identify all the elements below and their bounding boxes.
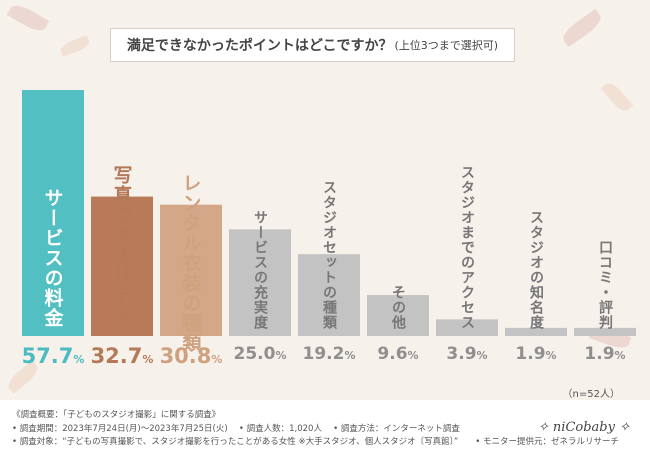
footer-line-3: • 調査対象：“子どもの写真撮影で、スタジオ撮影を行ったことがある女性 ※大手ス… xyxy=(12,437,619,447)
sample-size-note: （n=52人） xyxy=(562,389,620,400)
value-label-2: 32.7% xyxy=(90,344,154,368)
bar-8 xyxy=(505,327,567,336)
title-sub: (上位3つまで選択可) xyxy=(394,39,499,52)
chart-title: 満足できなかったポイントはどこですか？ (上位3つまで選択可) xyxy=(110,28,515,62)
value-label-7: 3.9% xyxy=(446,344,488,364)
bar-2 xyxy=(91,196,153,336)
category-label-8: スタジオの知名度 xyxy=(528,210,544,330)
category-label-7: スタジオまでのアクセス xyxy=(459,165,475,330)
footer-line-1: 《調査概要：「子どものスタジオ撮影」に関する調査》 xyxy=(12,410,221,420)
brand-logo: ✧ niCobaby ✧ xyxy=(537,420,630,435)
survey-footer: 《調査概要：「子どものスタジオ撮影」に関する調査》 • 調査期間：2023年7月… xyxy=(0,400,650,450)
footer-line-2: • 調査期間：2023年7月24日(月)～2023年7月25日(火) • 調査人… xyxy=(12,424,460,434)
category-label-1: サービスの料金 xyxy=(41,188,64,328)
bar-4 xyxy=(229,229,291,336)
category-label-3: レンタル衣装の種類 xyxy=(179,172,202,353)
bar-3 xyxy=(160,204,222,336)
value-label-8: 1.9% xyxy=(515,344,557,364)
bar-1 xyxy=(22,90,84,336)
brand-name: niCobaby xyxy=(552,420,615,435)
value-label-9: 1.9% xyxy=(584,344,626,364)
value-label-3: 30.8% xyxy=(159,344,223,368)
bar-6 xyxy=(367,295,429,336)
title-main: 満足できなかったポイントはどこですか？ xyxy=(126,38,393,54)
value-label-4: 25.0% xyxy=(233,344,287,364)
bar-5 xyxy=(298,254,360,336)
category-label-4: サービスの充実度 xyxy=(252,210,268,330)
category-label-5: スタジオセットの種類 xyxy=(321,180,337,330)
category-label-9: 口コミ・評判 xyxy=(597,240,613,330)
value-label-6: 9.6% xyxy=(377,344,419,364)
bar-9 xyxy=(574,327,636,336)
value-label-5: 19.2% xyxy=(302,344,356,364)
bar-7 xyxy=(436,319,498,336)
category-label-6: その他 xyxy=(390,285,406,330)
value-label-1: 57.7% xyxy=(21,344,85,368)
category-label-2: 写真のクオリティ xyxy=(110,164,133,325)
